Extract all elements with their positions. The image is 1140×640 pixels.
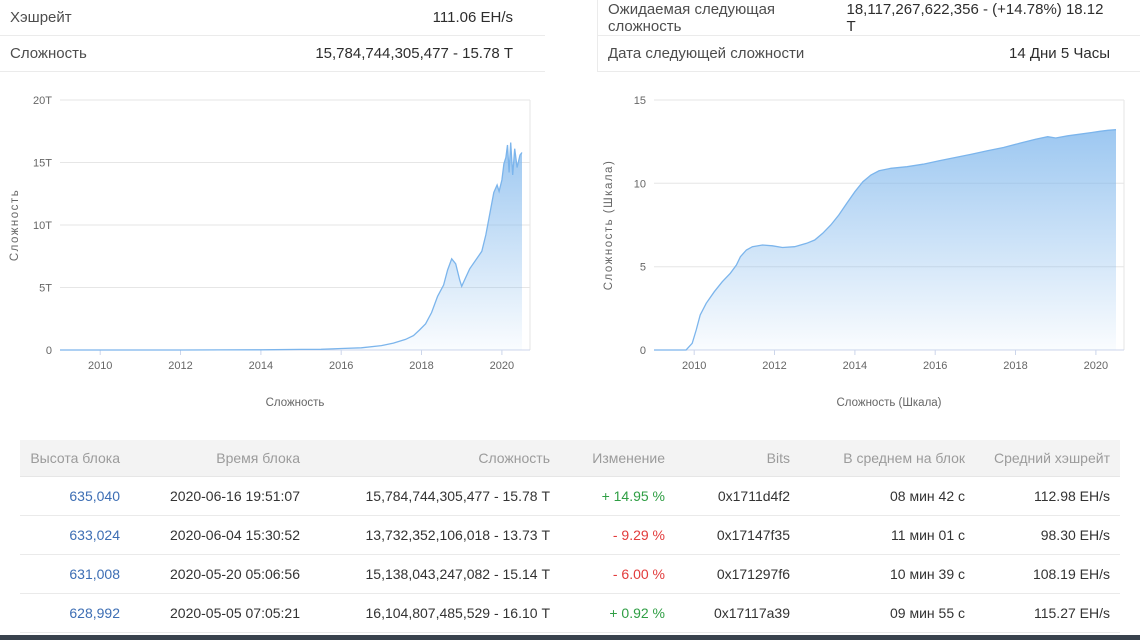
bits-cell: 0x17117a39 (685, 593, 810, 633)
hashrate-label: Хэшрейт (10, 9, 72, 26)
block-time: 2020-06-16 19:51:07 (140, 476, 320, 516)
avg-block-time-cell: 10 мин 39 с (810, 554, 985, 594)
change-cell: - 9.29 % (570, 515, 685, 555)
svg-text:2018: 2018 (409, 360, 433, 372)
block-height-link[interactable]: 635,040 (69, 487, 120, 504)
avg-hashrate-cell: 115.27 EH/s (985, 593, 1120, 633)
svg-text:Сложность: Сложность (266, 397, 325, 409)
svg-text:2018: 2018 (1003, 360, 1027, 372)
col-difficulty: Сложность (320, 440, 570, 477)
svg-text:0: 0 (46, 345, 52, 357)
table-row: 633,024 2020-06-04 15:30:52 13,732,352,1… (20, 515, 1120, 555)
svg-text:2010: 2010 (682, 360, 706, 372)
difficulty-cell: 13,732,352,106,018 - 13.73 Т (320, 515, 570, 555)
svg-text:0: 0 (640, 345, 646, 357)
svg-text:2014: 2014 (249, 360, 273, 372)
col-avg-per-block: В среднем на блок (810, 440, 985, 477)
bits-cell: 0x171297f6 (685, 554, 810, 594)
svg-text:Сложность (Шкала): Сложность (Шкала) (603, 160, 615, 291)
difficulty-cell: 15,784,744,305,477 - 15.78 Т (320, 476, 570, 516)
hashrate-value: 111.06 EH/s (432, 9, 513, 26)
block-height-link[interactable]: 633,024 (69, 526, 120, 543)
svg-text:15Т: 15Т (33, 158, 52, 170)
block-time: 2020-05-20 05:06:56 (140, 554, 320, 594)
col-change: Изменение (570, 440, 685, 477)
charts-section: 0 5Т 10Т 15Т 20Т 2010 2012 2014 2016 2018 2020 Слож… (0, 72, 1140, 414)
summary-panel-right: Ожидаемая следующая сложность 18,117,267… (597, 0, 1140, 72)
svg-text:Сложность: Сложность (9, 189, 21, 261)
avg-hashrate-cell: 112.98 EH/s (985, 476, 1120, 516)
difficulty-cell: 16,104,807,485,529 - 16.10 Т (320, 593, 570, 633)
svg-text:2010: 2010 (88, 360, 112, 372)
svg-text:5Т: 5Т (39, 283, 52, 295)
difficulty-value: 15,784,744,305,477 - 15.78 Т (315, 45, 513, 62)
difficulty-scale-chart: 0 5 10 15 2010 2012 2014 2016 2018 2020 Сложность … (596, 84, 1138, 414)
avg-block-time-cell: 08 мин 42 с (810, 476, 985, 516)
svg-text:2014: 2014 (843, 360, 867, 372)
col-block-height: Высота блока (20, 440, 140, 477)
svg-text:2016: 2016 (329, 360, 353, 372)
difficulty-history-table: Высота блока Время блока Сложность Измен… (20, 440, 1120, 633)
next-difficulty-row: Ожидаемая следующая сложность 18,117,267… (598, 0, 1140, 36)
col-block-time: Время блока (140, 440, 320, 477)
svg-text:2012: 2012 (168, 360, 192, 372)
change-cell: - 6.00 % (570, 554, 685, 594)
next-difficulty-value: 18,117,267,622,356 - (+14.78%) 18.12 Т (846, 0, 1104, 35)
next-difficulty-label: Ожидаемая следующая сложность (608, 0, 776, 35)
avg-hashrate-cell: 98.30 EH/s (985, 515, 1120, 555)
col-avg-hashrate: Средний хэшрейт (985, 440, 1120, 477)
table-row: 635,040 2020-06-16 19:51:07 15,784,744,3… (20, 476, 1120, 516)
svg-text:Сложность (Шкала): Сложность (Шкала) (836, 397, 941, 409)
svg-text:2020: 2020 (1084, 360, 1108, 372)
difficulty-row: Сложность 15,784,744,305,477 - 15.78 Т (0, 36, 545, 72)
next-difficulty-date-label: Дата следующей сложности (608, 45, 805, 62)
difficulty-chart: 0 5Т 10Т 15Т 20Т 2010 2012 2014 2016 2018 2020 Слож… (2, 84, 544, 414)
difficulty-label: Сложность (10, 45, 87, 62)
svg-text:2012: 2012 (762, 360, 786, 372)
footer-strip (0, 635, 1140, 640)
svg-text:10Т: 10Т (33, 220, 52, 232)
bits-cell: 0x1711d4f2 (685, 476, 810, 516)
block-height-link[interactable]: 628,992 (69, 604, 120, 621)
bits-cell: 0x17147f35 (685, 515, 810, 555)
svg-text:5: 5 (640, 262, 646, 274)
table-row: 628,992 2020-05-05 07:05:21 16,104,807,4… (20, 593, 1120, 633)
svg-text:10: 10 (634, 178, 646, 190)
block-time: 2020-06-04 15:30:52 (140, 515, 320, 555)
hashrate-row: Хэшрейт 111.06 EH/s (0, 0, 545, 36)
change-cell: + 14.95 % (570, 476, 685, 516)
table-header-row: Высота блока Время блока Сложность Измен… (20, 440, 1120, 477)
svg-text:15: 15 (634, 95, 646, 107)
summary-panel-left: Хэшрейт 111.06 EH/s Сложность 15,784,744… (0, 0, 545, 72)
difficulty-cell: 15,138,043,247,082 - 15.14 Т (320, 554, 570, 594)
avg-block-time-cell: 09 мин 55 с (810, 593, 985, 633)
block-time: 2020-05-05 07:05:21 (140, 593, 320, 633)
table-row: 631,008 2020-05-20 05:06:56 15,138,043,2… (20, 554, 1120, 594)
svg-text:2016: 2016 (923, 360, 947, 372)
avg-block-time-cell: 11 мин 01 с (810, 515, 985, 555)
summary-panels: Хэшрейт 111.06 EH/s Сложность 15,784,744… (0, 0, 1140, 72)
block-height-link[interactable]: 631,008 (69, 565, 120, 582)
next-difficulty-date-row: Дата следующей сложности 14 Дни 5 Часы (598, 36, 1140, 72)
next-difficulty-date-value: 14 Дни 5 Часы (1009, 45, 1110, 62)
change-cell: + 0.92 % (570, 593, 685, 633)
col-bits: Bits (685, 440, 810, 477)
svg-text:20Т: 20Т (33, 95, 52, 107)
avg-hashrate-cell: 108.19 EH/s (985, 554, 1120, 594)
svg-text:2020: 2020 (490, 360, 514, 372)
